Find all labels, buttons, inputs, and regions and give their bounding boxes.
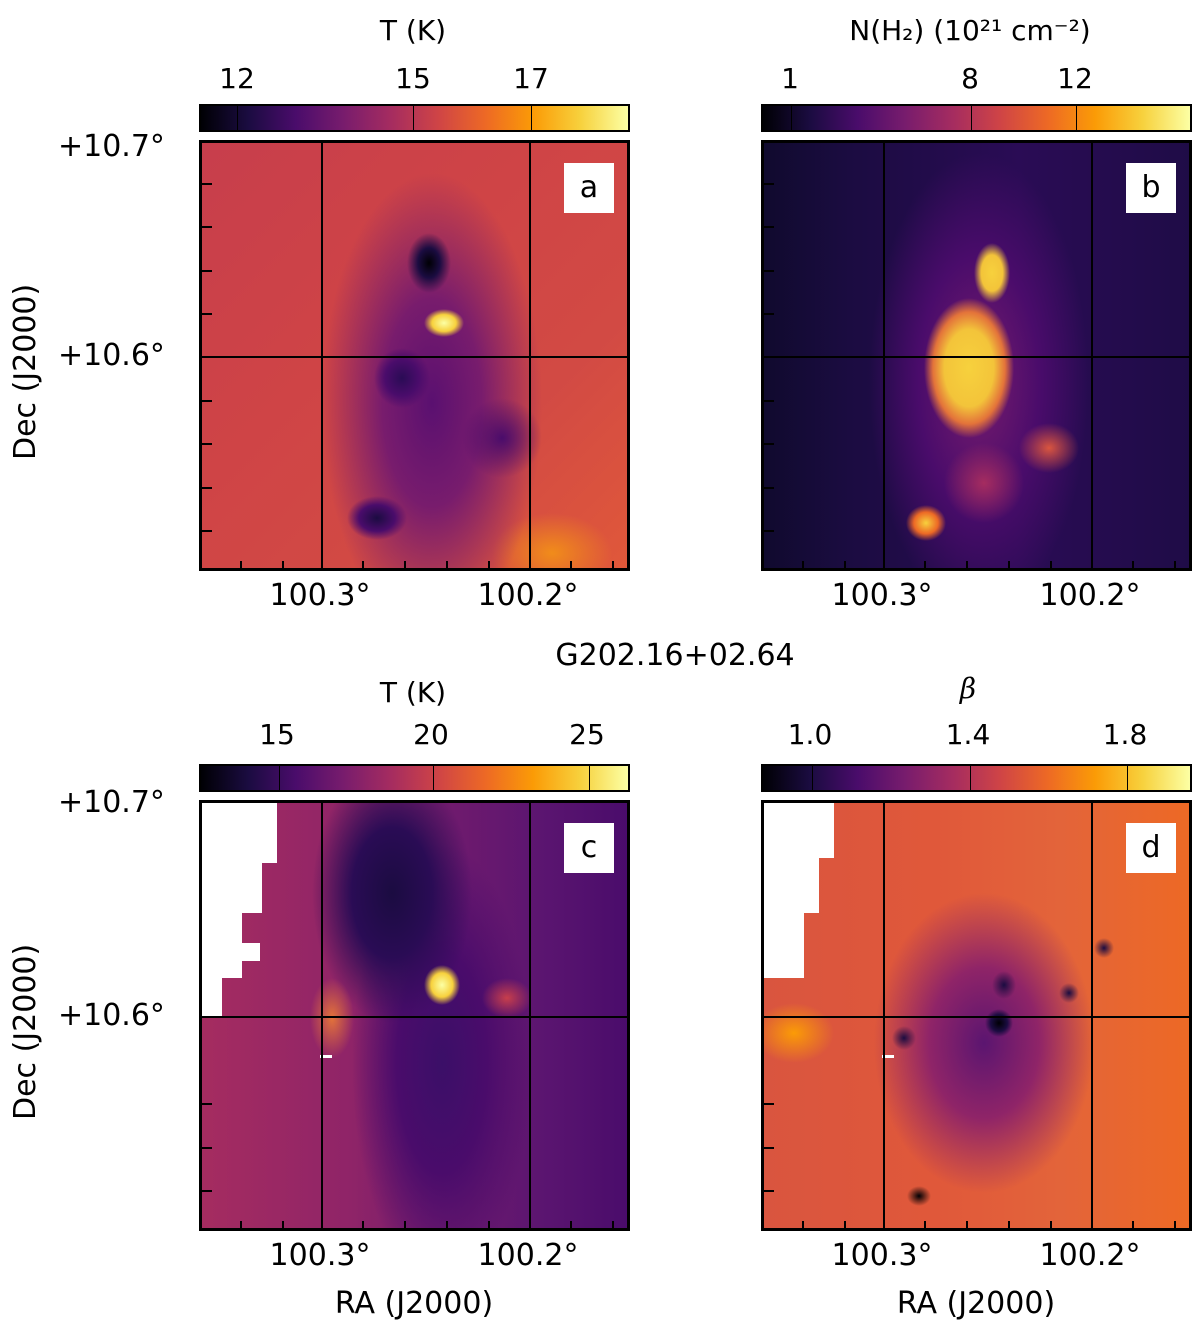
xtick-label-c-1: 100.3° <box>269 1238 371 1273</box>
colorbar-tick-label-a-3: 17 <box>513 62 549 95</box>
heatmap-c: c <box>199 800 630 1231</box>
heatmap-b: b <box>761 140 1192 571</box>
panel-label-b: b <box>1126 163 1176 213</box>
colorbar-c <box>199 764 630 792</box>
colorbar-tick-label-c-2: 20 <box>413 718 449 751</box>
xtick-label-a-2: 100.2° <box>477 578 579 613</box>
ytick-label-a-2: +10.6° <box>58 338 165 373</box>
xtick-label-a-1: 100.3° <box>269 578 371 613</box>
x-axis-title-d: RA (J2000) <box>896 1286 1056 1321</box>
ytick-label-c-2: +10.6° <box>58 998 165 1033</box>
x-axis-title-c: RA (J2000) <box>334 1286 494 1321</box>
ytick-label-c-1: +10.7° <box>58 785 165 820</box>
colorbar-tick-label-b-3: 12 <box>1057 62 1093 95</box>
ytick-label-a-1: +10.7° <box>58 129 165 164</box>
colorbar-title-c: T (K) <box>379 676 447 709</box>
colorbar-title-b: N(H₂) (10²¹ cm⁻²) <box>849 14 1091 47</box>
y-axis-title-a: Dec (J2000) <box>8 283 43 460</box>
xtick-label-b-1: 100.3° <box>831 578 933 613</box>
colorbar-a <box>199 104 630 132</box>
xtick-label-c-2: 100.2° <box>477 1238 579 1273</box>
panel-label-a: a <box>564 163 614 213</box>
colorbar-tick-label-d-3: 1.8 <box>1102 718 1148 751</box>
colorbar-title-a: T (K) <box>379 14 447 47</box>
heatmap-d: d <box>761 800 1192 1231</box>
y-axis-title-c: Dec (J2000) <box>8 943 43 1120</box>
colorbar-tick-label-a-2: 15 <box>395 62 431 95</box>
colorbar-tick-label-d-1: 1.0 <box>787 718 833 751</box>
colorbar-tick-label-b-1: 1 <box>781 62 799 95</box>
xtick-label-d-2: 100.2° <box>1039 1238 1141 1273</box>
colorbar-tick-label-c-3: 25 <box>569 718 605 751</box>
heatmap-a: a <box>199 140 630 571</box>
figure-title: G202.16+02.64 <box>555 638 795 673</box>
panel-label-c: c <box>564 823 614 873</box>
xtick-label-b-2: 100.2° <box>1039 578 1141 613</box>
colorbar-d <box>761 764 1192 792</box>
colorbar-b <box>761 104 1192 132</box>
xtick-label-d-1: 100.3° <box>831 1238 933 1273</box>
panel-label-d: d <box>1126 823 1176 873</box>
colorbar-title-d: β <box>959 672 977 705</box>
colorbar-tick-label-c-1: 15 <box>259 718 295 751</box>
colorbar-tick-label-b-2: 8 <box>961 62 979 95</box>
colorbar-tick-label-a-1: 12 <box>219 62 255 95</box>
colorbar-tick-label-d-2: 1.4 <box>945 718 991 751</box>
